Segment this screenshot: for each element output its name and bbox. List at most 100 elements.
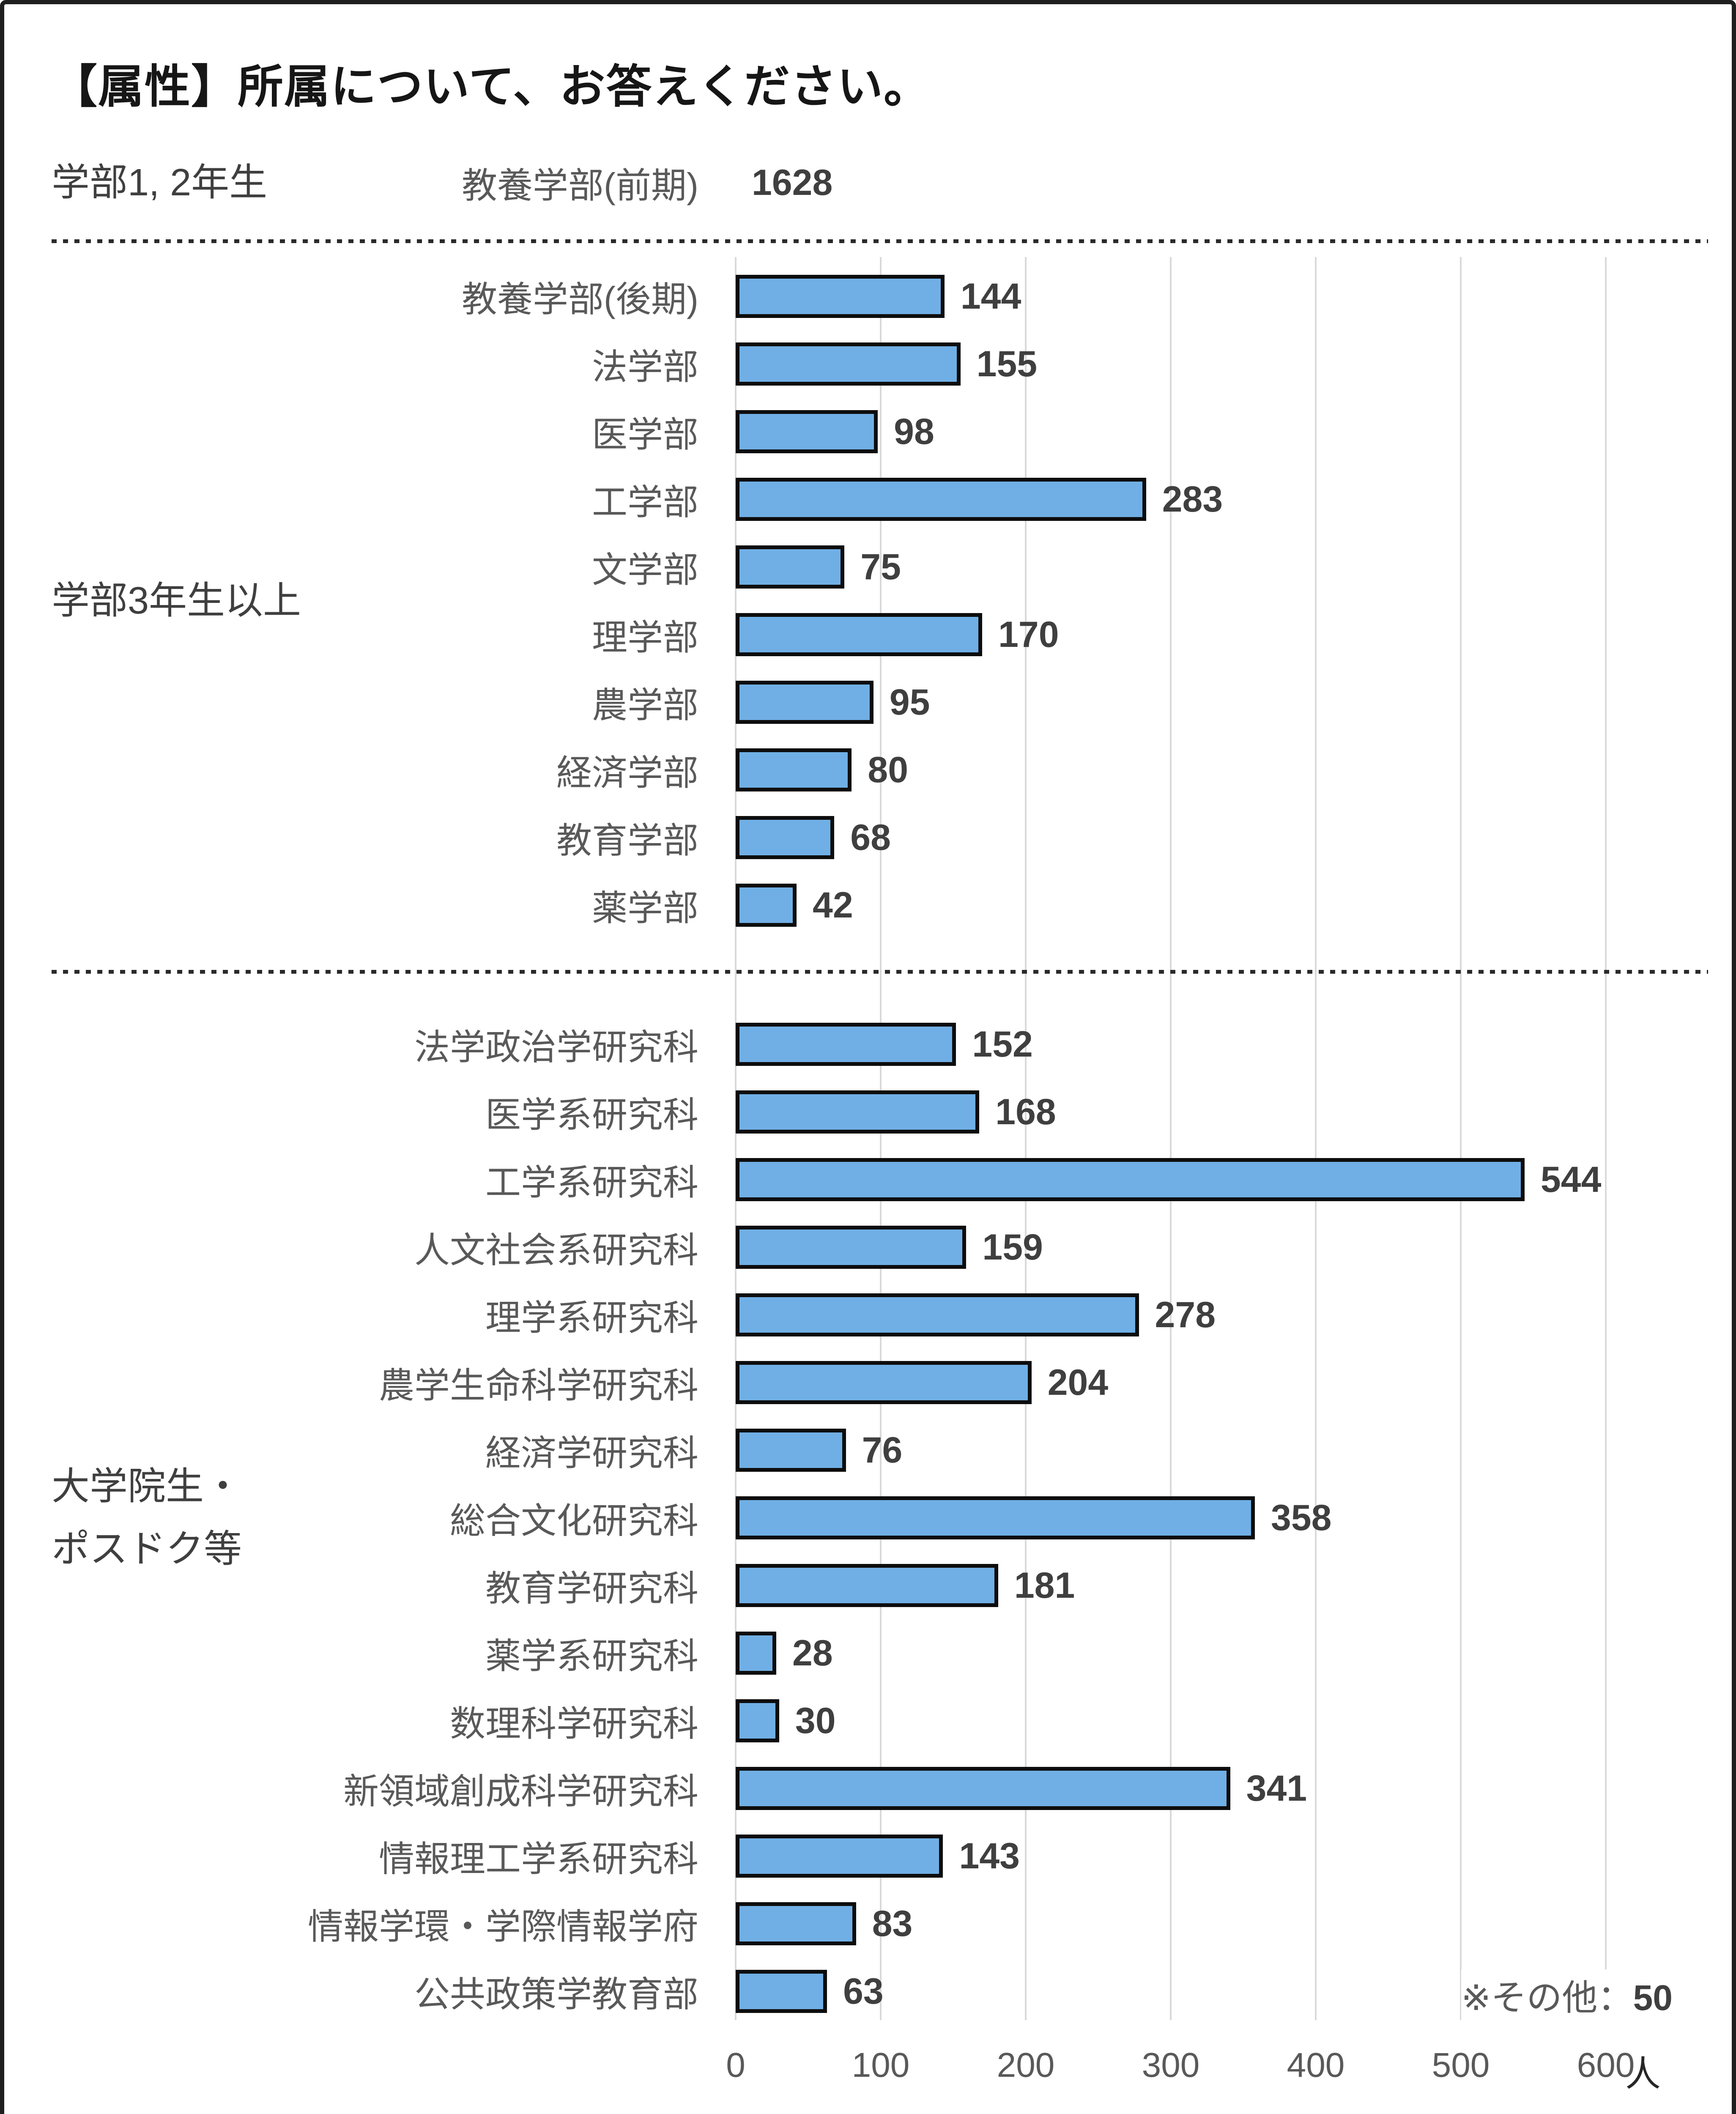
category-label: 数理科学研究科 — [449, 1703, 698, 1744]
bar-area: 159 — [719, 1226, 1689, 1269]
bar-row: 薬学系研究科 28 — [284, 1619, 1689, 1687]
bar-area: 68 — [719, 816, 1689, 859]
value-label: 68 — [850, 817, 891, 858]
category-label: 公共政策学教育部 — [414, 1974, 698, 2014]
bar-area: 168 — [719, 1090, 1689, 1134]
value-label: 76 — [862, 1429, 903, 1470]
axis-tick-label-300: 300 — [1142, 2046, 1200, 2084]
category-label: 理学部 — [591, 617, 698, 657]
gridline-600 — [1605, 257, 1607, 2020]
bar-row: 教養学部(後期) 144 — [284, 263, 1689, 330]
group-label: 学部3年生以上 — [52, 263, 301, 939]
chart-title: 【属性】所属について、お答えください。 — [52, 61, 931, 112]
value-label: 358 — [1271, 1497, 1332, 1538]
value-label: 341 — [1246, 1768, 1307, 1809]
value-label: 152 — [972, 1024, 1033, 1065]
bar-row: 医学部 98 — [284, 398, 1689, 466]
bar-area: 358 — [719, 1496, 1689, 1539]
group-label: 大学院生・ ポスドク等 — [52, 1010, 284, 2025]
bar-area: 341 — [719, 1767, 1689, 1810]
bar-row: 情報理工学系研究科 143 — [284, 1822, 1689, 1890]
gridline-0 — [735, 257, 737, 2020]
data-bar — [736, 1564, 998, 1607]
group-label-line: ポスドク等 — [52, 1528, 242, 1570]
bar-area: 42 — [719, 884, 1689, 927]
x-axis: 人 0 100 200 300 400 500 600 — [726, 2046, 1661, 2094]
category-label: 医学部 — [591, 414, 698, 455]
data-bar — [736, 1902, 856, 1945]
bar-area: 283 — [719, 478, 1689, 521]
data-bar — [736, 1293, 1139, 1336]
bar-area: 278 — [719, 1293, 1689, 1336]
gridline-300 — [1170, 257, 1172, 2020]
gridline-400 — [1315, 257, 1317, 2020]
bar-row: 新領域創成科学研究科 341 — [284, 1755, 1689, 1822]
value-label: 170 — [998, 614, 1059, 655]
bar-row: 文学部 75 — [284, 533, 1689, 601]
category-label: 薬学部 — [591, 888, 698, 928]
bar-area: 152 — [719, 1023, 1689, 1066]
group-separator-dotted-line — [52, 239, 1708, 243]
value-label: 144 — [960, 276, 1021, 317]
bar-area: 143 — [719, 1835, 1689, 1878]
bar-row: 総合文化研究科 358 — [284, 1484, 1689, 1552]
bar-row: 薬学部 42 — [284, 871, 1689, 939]
bar-area: 83 — [719, 1902, 1689, 1945]
value-label: 28 — [792, 1632, 833, 1673]
axis-tick-label-0: 0 — [726, 2046, 745, 2084]
axis-tick-label-600: 600 — [1577, 2046, 1635, 2084]
bar-row: 法学部 155 — [284, 330, 1689, 398]
category-label: 理学系研究科 — [485, 1298, 698, 1338]
category-label: 法学部 — [591, 347, 698, 387]
axis-tick-label-400: 400 — [1287, 2046, 1345, 2084]
category-label: 農学部 — [591, 685, 698, 725]
data-bar — [736, 545, 845, 589]
category-label: 経済学研究科 — [485, 1433, 698, 1473]
footnote-label: ※その他： — [1461, 1978, 1633, 2018]
data-bar — [736, 884, 797, 927]
bar-area: 144 — [719, 275, 1689, 318]
category-label: 教育学研究科 — [485, 1568, 698, 1608]
bar-row: 情報学環・学際情報学府 83 — [284, 1890, 1689, 1958]
value-label: 159 — [982, 1227, 1043, 1268]
axis-tick-label-200: 200 — [997, 2046, 1055, 2084]
value-label: 181 — [1014, 1565, 1075, 1606]
value-label: 204 — [1047, 1362, 1109, 1403]
footnote: ※その他：50 — [1461, 1969, 1673, 2021]
category-label: 経済学部 — [556, 753, 698, 793]
group-section-undergrad-3plus: 学部3年生以上 教養学部(後期) 144 法学部 155 医学部 98 工学部 283 文学部 75… — [52, 263, 1689, 939]
bar-row: 理学系研究科 278 — [284, 1281, 1689, 1349]
data-bar — [736, 1158, 1525, 1201]
value-label: 42 — [813, 884, 853, 926]
bar-row: 経済学研究科 76 — [284, 1416, 1689, 1484]
bar-row: 農学生命科学研究科 204 — [284, 1349, 1689, 1416]
value-label: 63 — [843, 1971, 884, 2012]
bar-area: 30 — [719, 1699, 1689, 1742]
gridline-100 — [880, 257, 882, 2020]
data-bar — [736, 1429, 846, 1472]
data-bar — [736, 1361, 1032, 1404]
category-label: 情報理工学系研究科 — [378, 1839, 698, 1879]
bar-area: 95 — [719, 681, 1689, 724]
value-label: 98 — [894, 411, 934, 452]
axis-tick-label-500: 500 — [1432, 2046, 1490, 2084]
category-label: 教育学部 — [556, 820, 698, 860]
bar-row: 数理科学研究科 30 — [284, 1687, 1689, 1755]
group-label-line: 学部1, 2年生 — [52, 161, 268, 204]
data-bar — [736, 1835, 943, 1878]
bar-row: 医学系研究科 168 — [284, 1078, 1689, 1146]
value-label: 278 — [1155, 1294, 1216, 1335]
category-label: 情報学環・学際情報学府 — [307, 1906, 698, 1947]
category-label: 新領域創成科学研究科 — [343, 1771, 698, 1811]
bar-row: 工学部 283 — [284, 466, 1689, 533]
value-label: 1628 — [752, 162, 833, 203]
value-label: 544 — [1540, 1159, 1602, 1200]
bar-area: 170 — [719, 613, 1689, 656]
category-label: 農学生命科学研究科 — [378, 1365, 698, 1405]
group-section-undergrad-1-2: 学部1, 2年生 教養学部(前期) 1628 — [52, 149, 1689, 216]
data-bar — [736, 410, 878, 453]
bar-area: 1628 — [719, 162, 1689, 204]
bar-area: 28 — [719, 1632, 1689, 1675]
bar-row: 農学部 95 — [284, 668, 1689, 736]
